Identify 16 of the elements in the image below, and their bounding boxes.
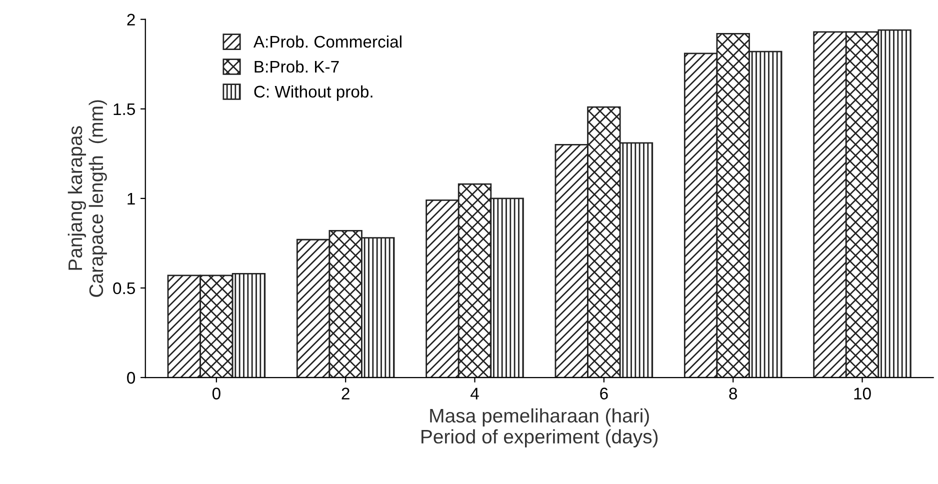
legend-label: B:Prob. K-7 [254, 60, 339, 73]
legend-label: C: Without prob. [254, 85, 372, 101]
x-axis-title: Masa pemeliharaan (hari) Period of experiment (days) [422, 408, 658, 448]
x-tick-label: 6 [600, 388, 608, 400]
x-tick-label: 2 [342, 388, 350, 400]
x-tick-label: 4 [470, 388, 479, 400]
y-tick-label: 0 [127, 372, 136, 384]
x-tick-label: 8 [729, 388, 738, 400]
x-tick-label: 0 [212, 388, 220, 400]
y-axis-title: Panjang karapas Carapace length (mm) [68, 100, 107, 297]
y-tick-label: 0.5 [113, 282, 135, 294]
y-tick-label: 2 [127, 14, 135, 26]
y-tick-label: 1 [128, 193, 135, 204]
legend-label: A:Prob. Commercial [253, 35, 402, 48]
y-tick-label: 1.5 [114, 103, 135, 116]
x-tick-label: 10 [854, 388, 871, 400]
